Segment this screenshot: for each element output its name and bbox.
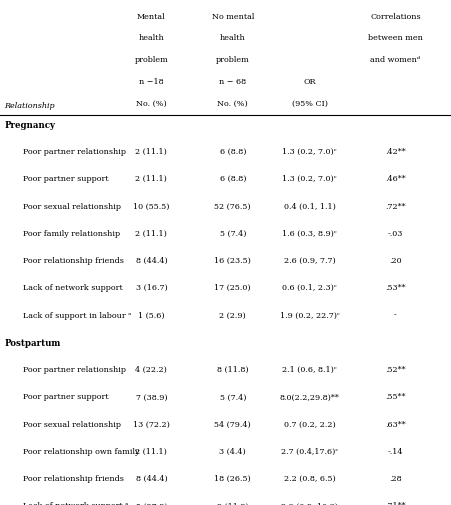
Text: 18 (26.5): 18 (26.5) bbox=[214, 475, 251, 483]
Text: Poor family relationship: Poor family relationship bbox=[23, 230, 120, 238]
Text: -.14: -.14 bbox=[387, 448, 402, 456]
Text: 8.0(2.2,29.8)**: 8.0(2.2,29.8)** bbox=[279, 393, 339, 401]
Text: 8 (11.8): 8 (11.8) bbox=[216, 502, 248, 505]
Text: Poor sexual relationship: Poor sexual relationship bbox=[23, 421, 120, 429]
Text: 2.2 (0.8, 6.5): 2.2 (0.8, 6.5) bbox=[283, 475, 335, 483]
Text: 6 (8.8): 6 (8.8) bbox=[219, 175, 245, 183]
Text: 13 (72.2): 13 (72.2) bbox=[133, 421, 170, 429]
Text: 0.7 (0.2, 2.2): 0.7 (0.2, 2.2) bbox=[283, 421, 335, 429]
Text: Poor partner relationship: Poor partner relationship bbox=[23, 148, 125, 156]
Text: 2 (11.1): 2 (11.1) bbox=[135, 148, 167, 156]
Text: (95% CI): (95% CI) bbox=[291, 99, 327, 108]
Text: 1.6 (0.3, 8.9)ᶜ: 1.6 (0.3, 8.9)ᶜ bbox=[282, 230, 336, 238]
Text: .55**: .55** bbox=[384, 393, 405, 401]
Text: .20: .20 bbox=[388, 257, 401, 265]
Text: .53**: .53** bbox=[384, 284, 405, 292]
Text: n −18: n −18 bbox=[139, 78, 163, 86]
Text: No. (%): No. (%) bbox=[136, 99, 166, 108]
Text: .72**: .72** bbox=[384, 203, 405, 211]
Text: Lack of network support: Lack of network support bbox=[23, 284, 122, 292]
Text: 5 (7.4): 5 (7.4) bbox=[219, 230, 245, 238]
Text: 1.3 (0.2, 7.0)ᶜ: 1.3 (0.2, 7.0)ᶜ bbox=[282, 148, 336, 156]
Text: Pregnancy: Pregnancy bbox=[5, 121, 55, 130]
Text: -: - bbox=[393, 312, 396, 320]
Text: 1.9 (0.2, 22.7)ᶜ: 1.9 (0.2, 22.7)ᶜ bbox=[279, 312, 339, 320]
Text: Poor partner relationship: Poor partner relationship bbox=[23, 366, 125, 374]
Text: .63**: .63** bbox=[384, 421, 405, 429]
Text: 2.9 (0.8, 10.3): 2.9 (0.8, 10.3) bbox=[281, 502, 337, 505]
Text: 1 (5.6): 1 (5.6) bbox=[138, 312, 164, 320]
Text: Postpartum: Postpartum bbox=[5, 339, 61, 348]
Text: 5 (27.8): 5 (27.8) bbox=[135, 502, 167, 505]
Text: 2 (11.1): 2 (11.1) bbox=[135, 175, 167, 183]
Text: Poor partner support: Poor partner support bbox=[23, 393, 108, 401]
Text: 6 (8.8): 6 (8.8) bbox=[219, 148, 245, 156]
Text: 3 (16.7): 3 (16.7) bbox=[135, 284, 167, 292]
Text: 54 (79.4): 54 (79.4) bbox=[214, 421, 251, 429]
Text: .42**: .42** bbox=[384, 148, 405, 156]
Text: 5 (7.4): 5 (7.4) bbox=[219, 393, 245, 401]
Text: 8 (44.4): 8 (44.4) bbox=[135, 475, 167, 483]
Text: 2.6 (0.9, 7.7): 2.6 (0.9, 7.7) bbox=[283, 257, 335, 265]
Text: 16 (23.5): 16 (23.5) bbox=[214, 257, 251, 265]
Text: 2 (11.1): 2 (11.1) bbox=[135, 448, 167, 456]
Text: OR: OR bbox=[303, 78, 315, 86]
Text: .46**: .46** bbox=[384, 175, 405, 183]
Text: 1.3 (0.2, 7.0)ᶜ: 1.3 (0.2, 7.0)ᶜ bbox=[282, 175, 336, 183]
Text: problem: problem bbox=[216, 56, 249, 64]
Text: 4 (22.2): 4 (22.2) bbox=[135, 366, 167, 374]
Text: health: health bbox=[138, 34, 164, 42]
Text: Relationship: Relationship bbox=[5, 102, 55, 110]
Text: 0.6 (0.1, 2.3)ᶜ: 0.6 (0.1, 2.3)ᶜ bbox=[282, 284, 336, 292]
Text: 8 (44.4): 8 (44.4) bbox=[135, 257, 167, 265]
Text: .28: .28 bbox=[388, 475, 401, 483]
Text: .71**: .71** bbox=[384, 502, 405, 505]
Text: 52 (76.5): 52 (76.5) bbox=[214, 203, 251, 211]
Text: 2 (2.9): 2 (2.9) bbox=[219, 312, 246, 320]
Text: 17 (25.0): 17 (25.0) bbox=[214, 284, 251, 292]
Text: Poor relationship friends: Poor relationship friends bbox=[23, 257, 123, 265]
Text: 0.4 (0.1, 1.1): 0.4 (0.1, 1.1) bbox=[283, 203, 335, 211]
Text: No mental: No mental bbox=[211, 13, 253, 21]
Text: and womenᵈ: and womenᵈ bbox=[370, 56, 419, 64]
Text: Lack of support in labour ᵃ: Lack of support in labour ᵃ bbox=[23, 312, 131, 320]
Text: Correlations: Correlations bbox=[369, 13, 420, 21]
Text: 2.7 (0.4,17.6)ᶜ: 2.7 (0.4,17.6)ᶜ bbox=[281, 448, 337, 456]
Text: between men: between men bbox=[367, 34, 422, 42]
Text: n − 68: n − 68 bbox=[219, 78, 246, 86]
Text: 7 (38.9): 7 (38.9) bbox=[135, 393, 167, 401]
Text: No. (%): No. (%) bbox=[217, 99, 248, 108]
Text: Poor sexual relationship: Poor sexual relationship bbox=[23, 203, 120, 211]
Text: Poor partner support: Poor partner support bbox=[23, 175, 108, 183]
Text: Poor relationship own family: Poor relationship own family bbox=[23, 448, 139, 456]
Text: 3 (4.4): 3 (4.4) bbox=[219, 448, 246, 456]
Text: problem: problem bbox=[134, 56, 168, 64]
Text: -.03: -.03 bbox=[387, 230, 402, 238]
Text: 8 (11.8): 8 (11.8) bbox=[216, 366, 248, 374]
Text: .52**: .52** bbox=[384, 366, 405, 374]
Text: health: health bbox=[220, 34, 245, 42]
Text: Lack of network support ᵃ: Lack of network support ᵃ bbox=[23, 502, 128, 505]
Text: Mental: Mental bbox=[137, 13, 166, 21]
Text: 2.1 (0.6, 8.1)ᶜ: 2.1 (0.6, 8.1)ᶜ bbox=[282, 366, 336, 374]
Text: 2 (11.1): 2 (11.1) bbox=[135, 230, 167, 238]
Text: 10 (55.5): 10 (55.5) bbox=[133, 203, 169, 211]
Text: Poor relationship friends: Poor relationship friends bbox=[23, 475, 123, 483]
